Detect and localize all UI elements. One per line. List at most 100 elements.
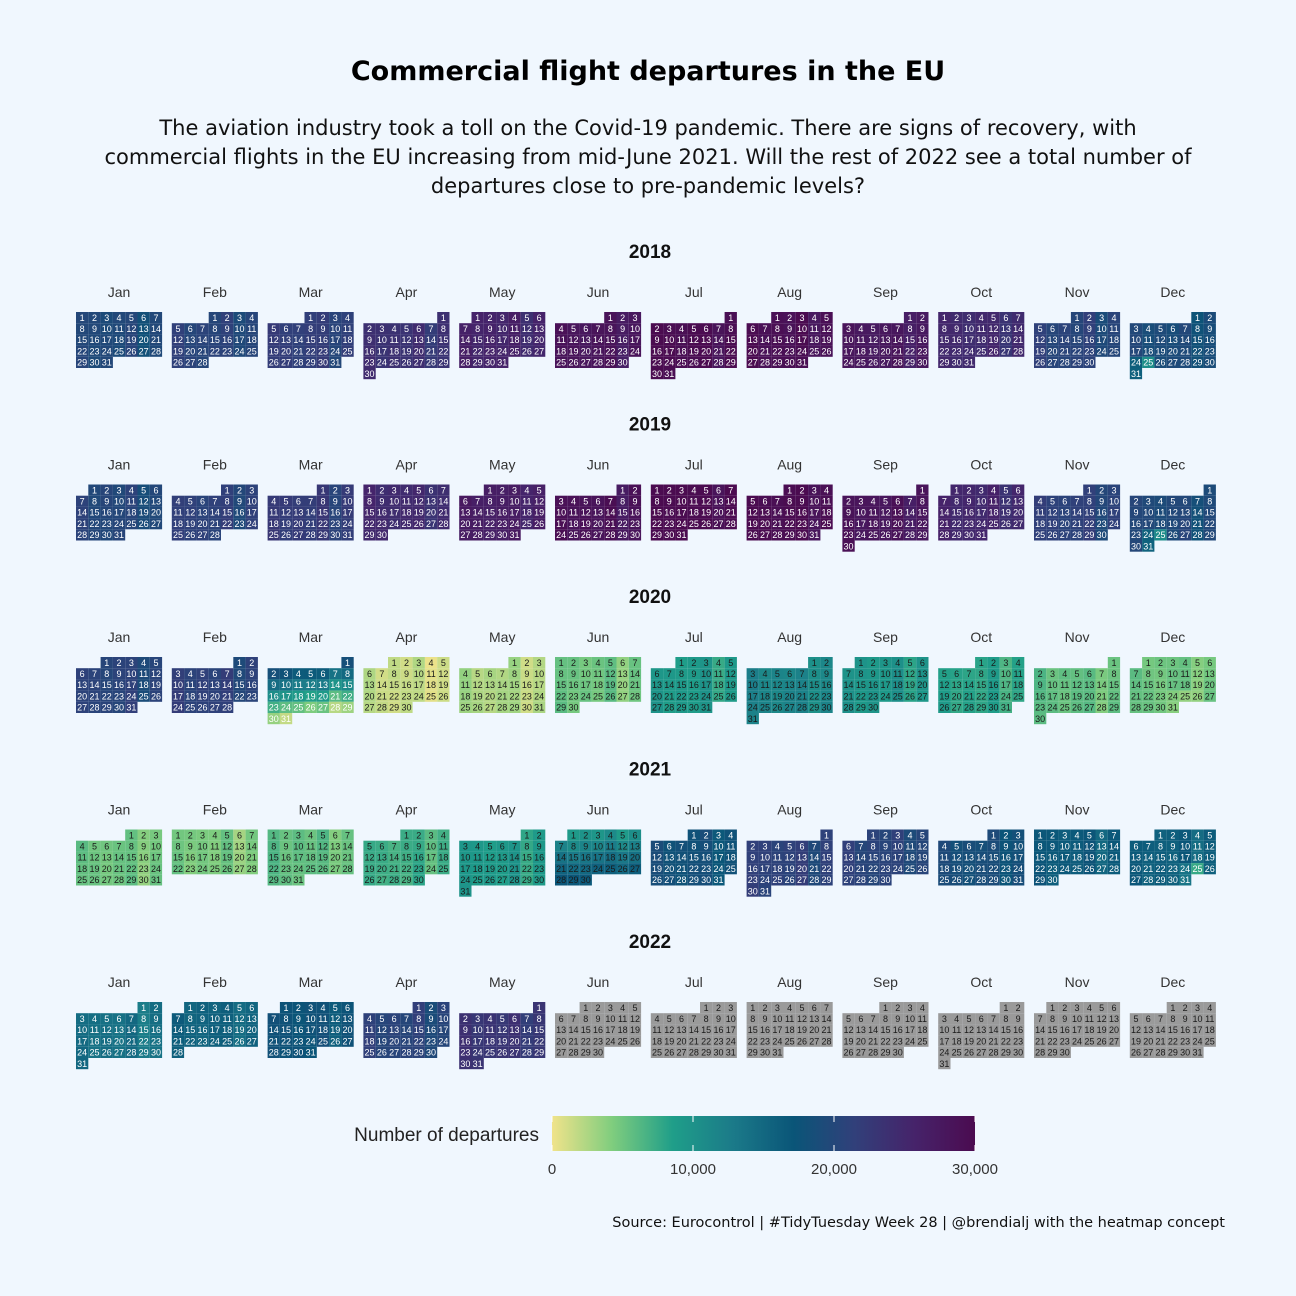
day-cell <box>758 863 772 875</box>
day-number: 30 <box>868 703 878 713</box>
day-cell <box>808 1035 821 1047</box>
day-number: 3 <box>129 658 134 668</box>
day-number: 11 <box>139 669 148 679</box>
day-number: 11 <box>760 680 769 690</box>
day-number: 1 <box>141 1003 146 1013</box>
day-cell <box>1046 874 1059 886</box>
day-cell <box>891 345 904 357</box>
day-number: 30 <box>1001 875 1011 885</box>
day-number: 14 <box>293 335 303 345</box>
day-cell <box>1107 840 1121 852</box>
day-number: 7 <box>429 324 434 334</box>
day-number: 24 <box>173 703 183 713</box>
day-number: 5 <box>846 1014 851 1024</box>
day-number: 26 <box>917 864 927 874</box>
day-number: 29 <box>102 703 112 713</box>
day-number: 17 <box>630 335 640 345</box>
day-number: 9 <box>141 842 146 852</box>
day-cell <box>483 840 497 852</box>
day-cell <box>1095 851 1108 864</box>
day-cell <box>388 1013 401 1025</box>
day-number: 2 <box>320 313 325 323</box>
day-cell <box>712 829 725 841</box>
day-cell <box>388 495 401 507</box>
day-cell <box>100 690 113 702</box>
day-number: 19 <box>1131 1036 1141 1046</box>
day-cell <box>1083 529 1096 541</box>
day-cell <box>842 701 855 713</box>
day-cell <box>233 1035 246 1047</box>
day-cell <box>233 1013 246 1025</box>
day-number: 30 <box>377 530 387 540</box>
day-cell <box>208 1013 221 1025</box>
day-number: 12 <box>497 1025 507 1035</box>
day-cell <box>533 851 546 864</box>
day-number: 16 <box>497 508 507 518</box>
day-number: 7 <box>80 497 85 507</box>
month-label: Jan <box>108 284 131 300</box>
day-cell <box>1142 851 1155 864</box>
day-number: 27 <box>1060 530 1070 540</box>
day-number: 13 <box>1097 842 1107 852</box>
day-cell <box>424 323 438 335</box>
day-cell <box>125 829 138 841</box>
day-cell <box>363 495 376 507</box>
day-cell <box>137 506 150 519</box>
day-cell <box>808 506 821 519</box>
day-number: 26 <box>989 346 999 356</box>
day-number: 15 <box>556 680 566 690</box>
day-number: 3 <box>475 1014 480 1024</box>
day-number: 1 <box>129 830 134 840</box>
day-cell <box>112 668 126 680</box>
day-number: 13 <box>318 680 328 690</box>
day-cell <box>483 690 497 702</box>
day-number: 11 <box>1180 669 1189 679</box>
day-number: 5 <box>200 669 205 679</box>
day-cell <box>962 701 976 713</box>
day-cell <box>604 851 617 864</box>
day-cell <box>950 334 963 346</box>
day-number: 22 <box>77 346 87 356</box>
day-number: 20 <box>593 519 603 529</box>
day-number: 12 <box>485 853 495 863</box>
day-number: 10 <box>581 669 591 679</box>
day-number: 6 <box>1146 1014 1151 1024</box>
day-cell <box>555 863 568 875</box>
day-number: 15 <box>952 508 962 518</box>
day-number: 26 <box>534 519 544 529</box>
day-number: 19 <box>1072 691 1082 701</box>
day-cell <box>279 495 293 507</box>
day-number: 4 <box>1087 1003 1092 1013</box>
day-cell <box>437 518 450 530</box>
day-number: 22 <box>917 519 927 529</box>
day-cell <box>1012 657 1025 669</box>
day-number: 28 <box>401 1048 411 1058</box>
day-number: 20 <box>677 1036 687 1046</box>
day-cell <box>962 506 976 519</box>
day-number: 21 <box>905 519 915 529</box>
day-number: 5 <box>1038 324 1043 334</box>
day-number: 26 <box>822 346 832 356</box>
day-cell <box>879 323 892 335</box>
day-number: 14 <box>844 680 854 690</box>
day-number: 18 <box>1205 1025 1215 1035</box>
day-cell <box>316 851 330 864</box>
day-cell <box>1107 1024 1121 1036</box>
day-number: 23 <box>151 1036 161 1046</box>
day-number: 23 <box>293 1036 303 1046</box>
day-number: 30 <box>701 875 711 885</box>
day-number: 24 <box>701 691 711 701</box>
day-number: 2 <box>225 313 230 323</box>
day-cell <box>520 829 533 841</box>
day-cell <box>471 518 484 530</box>
day-number: 10 <box>976 497 986 507</box>
day-cell <box>591 495 605 507</box>
day-cell <box>459 506 472 519</box>
day-cell <box>412 484 425 496</box>
day-number: 6 <box>954 669 959 679</box>
day-cell <box>820 334 833 346</box>
day-cell <box>520 1024 533 1036</box>
day-number: 31 <box>1013 875 1023 885</box>
day-number: 21 <box>1097 691 1107 701</box>
